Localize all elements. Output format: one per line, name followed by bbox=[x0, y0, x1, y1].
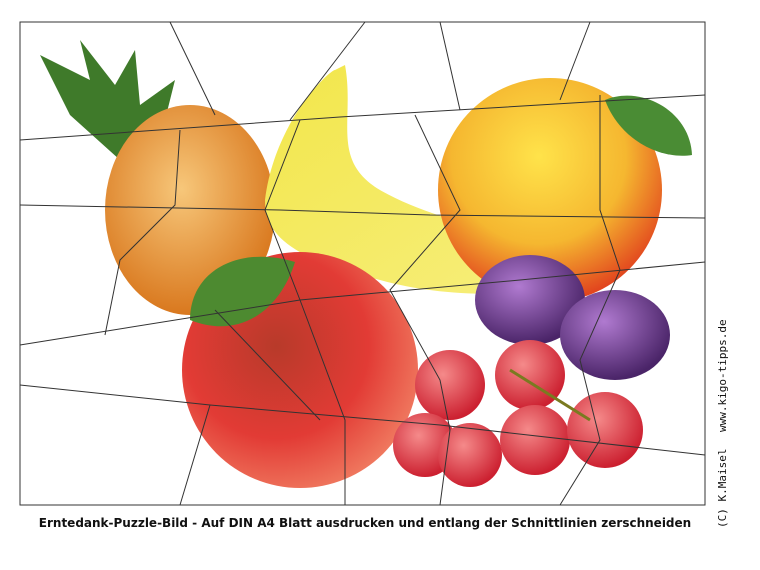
cut-line bbox=[104, 129, 181, 336]
credit-website: www.kigo-tipps.de bbox=[716, 319, 729, 432]
cherry bbox=[500, 405, 570, 475]
orange bbox=[438, 78, 662, 302]
credit-author: (C) K.Maisel bbox=[716, 449, 729, 528]
cut-line bbox=[289, 21, 366, 121]
cherry bbox=[438, 423, 502, 487]
frame bbox=[19, 21, 706, 506]
cut-line bbox=[179, 404, 211, 506]
cut-line bbox=[19, 384, 706, 456]
cherry bbox=[415, 350, 485, 420]
cut-line bbox=[439, 21, 461, 111]
banana bbox=[265, 65, 610, 294]
cherry bbox=[567, 392, 643, 468]
cherry-stem bbox=[509, 368, 591, 422]
cut-line bbox=[559, 95, 621, 506]
cut-line bbox=[19, 94, 706, 141]
plum bbox=[560, 290, 670, 380]
cut-line bbox=[264, 119, 346, 505]
fruit-illustration bbox=[40, 40, 692, 488]
cut-line bbox=[169, 21, 216, 116]
cut-lines bbox=[19, 21, 706, 506]
cut-line bbox=[19, 204, 706, 219]
plum bbox=[475, 255, 585, 345]
orange-leaf bbox=[605, 95, 692, 156]
caption: Erntedank-Puzzle-Bild - Auf DIN A4 Blatt… bbox=[39, 516, 691, 530]
cut-line bbox=[19, 261, 706, 346]
cut-line bbox=[559, 21, 591, 101]
apple-leaf bbox=[190, 256, 295, 327]
cut-line bbox=[389, 114, 461, 506]
cut-line bbox=[214, 309, 321, 421]
